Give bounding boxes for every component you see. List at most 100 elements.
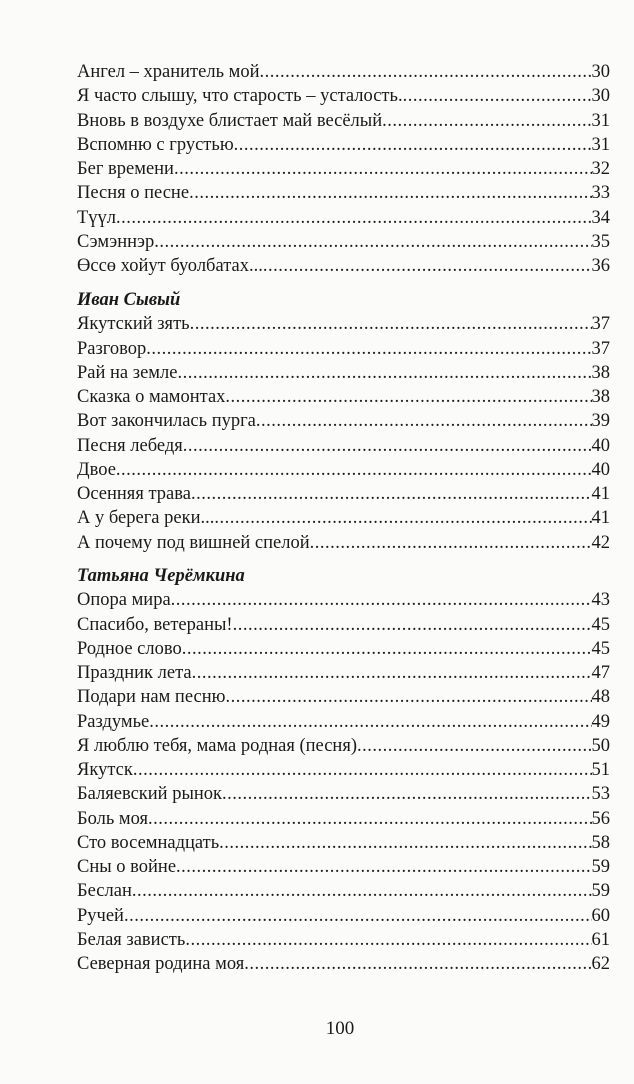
toc-entry: Рай на земле 38 — [77, 361, 610, 385]
entry-page-number: 53 — [591, 784, 611, 805]
entry-page-number: 37 — [591, 338, 611, 359]
toc-entry: Сказка о мамонтах 38 — [77, 385, 610, 409]
entry-title: Я люблю тебя, мама родная (песня) — [77, 735, 358, 756]
toc-entry: Северная родина моя 62 — [77, 952, 610, 976]
entry-title: Опора мира — [77, 590, 171, 611]
entry-title: Вновь в воздухе блистает май весёлый — [77, 110, 383, 131]
author-heading: Иван Сывый — [77, 290, 181, 310]
dot-leader — [132, 879, 592, 903]
toc-entry: Разговор 37 — [77, 337, 610, 361]
entry-title: А у берега реки... — [77, 508, 215, 529]
entry-title: Беслан — [77, 881, 132, 902]
entry-title: Ангел – хранитель мой — [77, 62, 260, 82]
dot-leader — [403, 84, 592, 108]
entry-page-number: 50 — [591, 735, 611, 756]
entry-page-number: 38 — [591, 387, 611, 407]
entry-title: Сэмэннэр — [77, 231, 155, 252]
entry-page-number: 36 — [591, 256, 611, 276]
entry-title: Подари нам песню — [77, 687, 226, 708]
toc-section-1: Ангел – хранитель мой 30Я часто слышу, ч… — [77, 60, 610, 278]
entry-title: Бег времени — [77, 159, 174, 179]
entry-page-number: 40 — [591, 435, 611, 456]
entry-page-number: 31 — [591, 110, 611, 131]
entry-title: Якутск — [77, 760, 133, 780]
entry-page-number: 59 — [591, 881, 611, 902]
entry-page-number: 34 — [591, 207, 611, 228]
dot-leader — [185, 928, 591, 952]
entry-page-number: 49 — [591, 711, 611, 732]
entry-page-number: 47 — [591, 663, 611, 683]
entry-page-number: 61 — [591, 929, 611, 950]
entry-title: Спасибо, ветераны! — [77, 614, 233, 635]
entry-page-number: 35 — [591, 231, 611, 252]
toc-entry: А почему под вишней спелой 42 — [77, 531, 610, 555]
toc-entry: А у берега реки... 41 — [77, 506, 610, 530]
entry-title: Вот закончилась пурга — [77, 411, 256, 432]
entry-title: Родное слово — [77, 638, 182, 659]
toc-entry: Раздумье 49 — [77, 710, 610, 734]
entry-page-number: 58 — [591, 832, 611, 853]
dot-leader — [183, 434, 592, 458]
toc-entry: Өссө хойут буолбатах... 36 — [77, 254, 610, 278]
toc-entry: Родное слово 45 — [77, 637, 610, 661]
entry-page-number: 30 — [591, 86, 611, 107]
entry-page-number: 45 — [591, 638, 611, 659]
entry-page-number: 38 — [591, 362, 611, 383]
entry-title: Боль моя — [77, 808, 149, 829]
entry-title: Түүл — [77, 207, 117, 228]
dot-leader — [192, 661, 592, 685]
entry-title: Ручей — [77, 905, 124, 926]
author-heading: Татьяна Черёмкина — [77, 566, 245, 586]
dot-leader — [225, 385, 591, 409]
dot-leader — [263, 254, 592, 278]
toc-entry: Опора мира 43 — [77, 588, 610, 612]
entry-title: Сто восемнадцать — [77, 832, 220, 853]
dot-leader — [177, 361, 591, 385]
entry-page-number: 41 — [591, 484, 611, 504]
toc-entry: Я часто слышу, что старость – усталость.… — [77, 84, 610, 108]
entry-page-number: 33 — [591, 183, 611, 204]
toc-entry: Беслан 59 — [77, 879, 610, 903]
dot-leader — [357, 734, 591, 758]
dot-leader — [214, 506, 591, 530]
entry-title: Осенняя трава — [77, 484, 191, 504]
toc-entry: Песня лебедя 40 — [77, 434, 610, 458]
entry-title: Белая зависть — [77, 929, 186, 950]
dot-leader — [171, 588, 592, 612]
entry-page-number: 60 — [591, 905, 611, 926]
dot-leader — [116, 458, 592, 482]
dot-leader — [149, 710, 591, 734]
toc-entry: Ангел – хранитель мой 30 — [77, 60, 610, 84]
toc-entry: Бег времени 32 — [77, 157, 610, 181]
entry-title: Я часто слышу, что старость – усталость. — [77, 86, 403, 107]
entry-page-number: 42 — [591, 532, 611, 553]
dot-leader — [182, 637, 592, 661]
dot-leader — [116, 206, 591, 230]
entry-page-number: 31 — [591, 134, 611, 155]
toc-entry: Вновь в воздухе блистает май весёлый 31 — [77, 109, 610, 133]
entry-page-number: 39 — [591, 411, 611, 432]
toc-entry: Осенняя трава 41 — [77, 482, 610, 506]
dot-leader — [133, 758, 592, 782]
toc-entry: Праздник лета 47 — [77, 661, 610, 685]
dot-leader — [189, 181, 591, 205]
toc-entry: Сэмэннэр 35 — [77, 230, 610, 254]
toc-entry: Баляевский рынок 53 — [77, 782, 610, 806]
entry-title: Вспомню с грустью — [77, 134, 234, 155]
toc-entry: Якутск 51 — [77, 758, 610, 782]
entry-title: Двое — [77, 459, 116, 480]
dot-leader — [310, 531, 592, 555]
entry-page-number: 32 — [591, 159, 611, 179]
entry-title: Өссө хойут буолбатах... — [77, 256, 263, 276]
dot-leader — [154, 230, 591, 254]
toc-entry: Белая зависть 61 — [77, 928, 610, 952]
dot-leader — [234, 133, 592, 157]
dot-leader — [191, 482, 592, 506]
entry-page-number: 48 — [591, 687, 611, 708]
entry-title: А почему под вишней спелой — [77, 532, 310, 553]
entry-page-number: 45 — [591, 614, 611, 635]
entry-page-number: 43 — [591, 590, 611, 611]
dot-leader — [222, 782, 591, 806]
